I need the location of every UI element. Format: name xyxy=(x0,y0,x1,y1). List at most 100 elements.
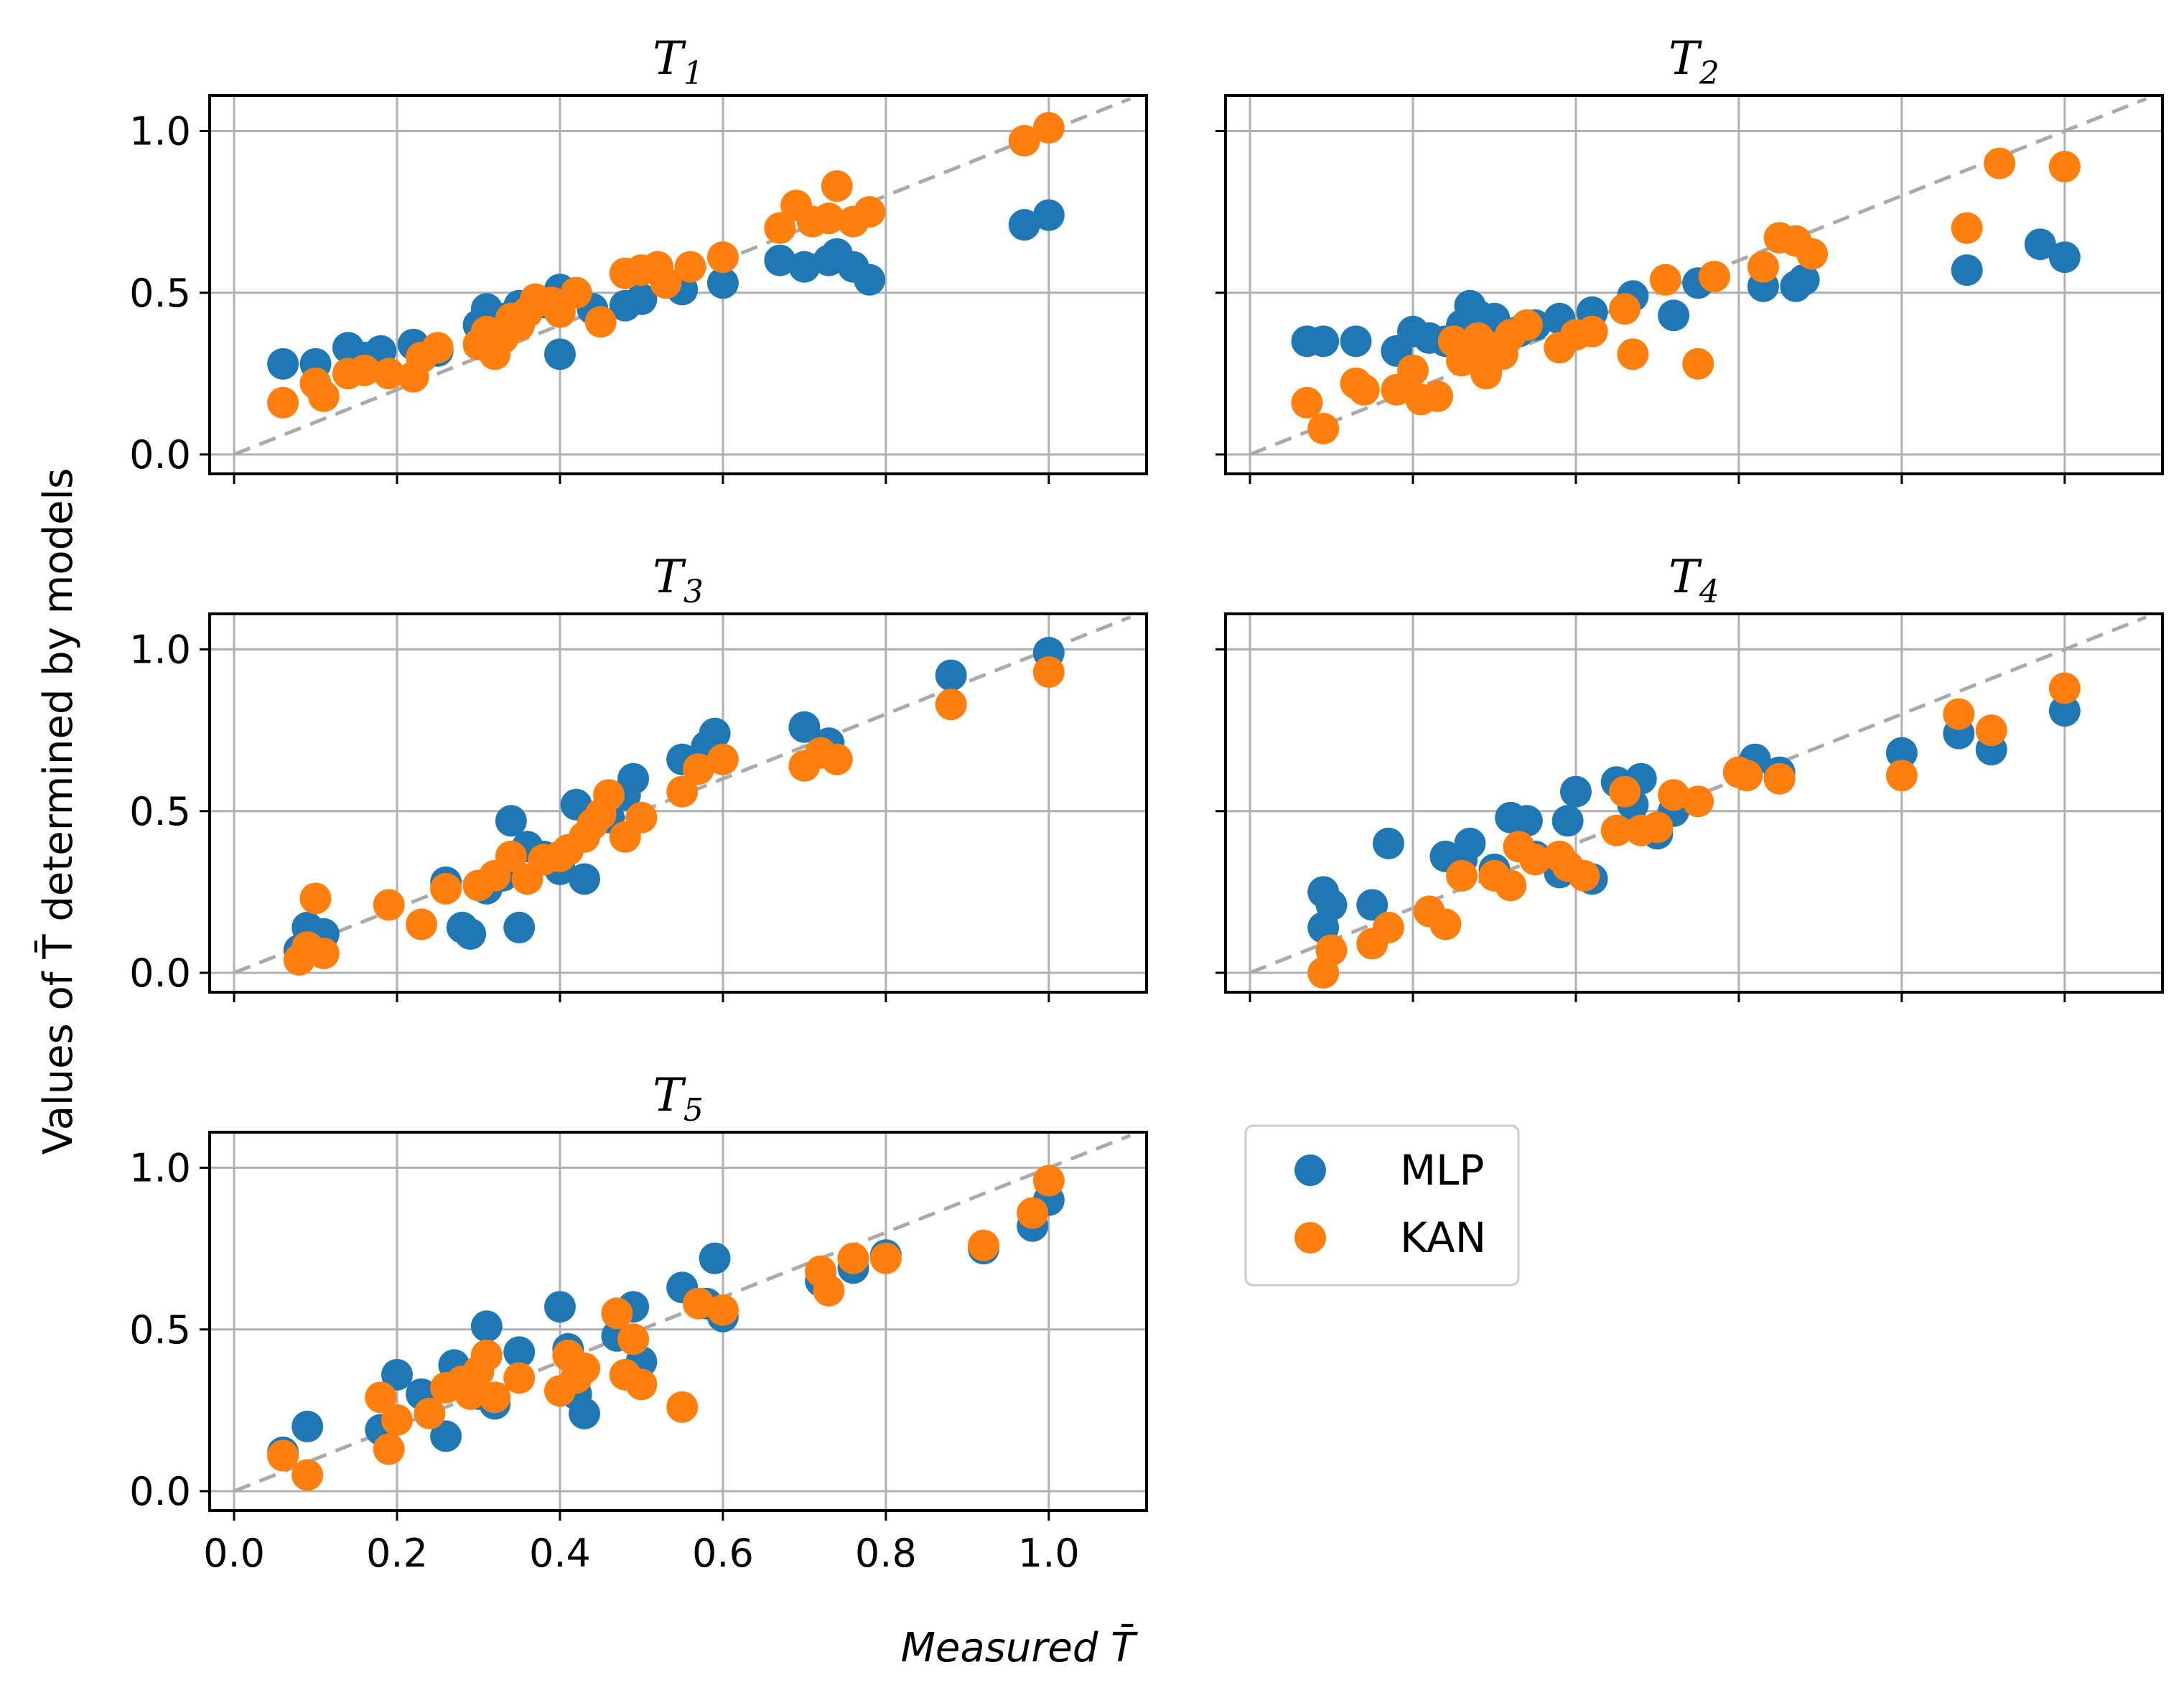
series-kan xyxy=(1307,672,2081,989)
legend-kan-marker xyxy=(1294,1222,1326,1254)
point-kan xyxy=(406,908,438,941)
y-tick-label: 1.0 xyxy=(129,627,191,673)
point-kan xyxy=(569,1352,600,1384)
point-mlp xyxy=(543,1291,576,1323)
point-mlp xyxy=(1788,263,1820,296)
series-kan xyxy=(267,1165,1065,1491)
point-kan xyxy=(503,1362,536,1394)
point-mlp xyxy=(454,918,487,950)
point-kan xyxy=(584,306,617,338)
point-kan xyxy=(1397,354,1429,386)
point-kan xyxy=(764,212,796,244)
point-kan xyxy=(666,775,699,808)
point-mlp xyxy=(1032,199,1065,231)
point-kan xyxy=(1951,212,1983,244)
point-kan xyxy=(1017,1197,1049,1229)
point-kan xyxy=(666,1391,699,1423)
point-kan xyxy=(1609,293,1641,325)
point-kan xyxy=(1609,775,1641,808)
plot-frame xyxy=(208,612,1148,994)
plot-frame xyxy=(1224,94,2164,475)
point-kan xyxy=(1975,714,2007,747)
point-kan xyxy=(1291,386,1323,419)
identity-reference-line xyxy=(233,1134,1131,1493)
point-kan xyxy=(1682,785,1714,818)
point-mlp xyxy=(267,347,299,380)
point-mlp xyxy=(495,805,527,837)
point-kan xyxy=(1984,147,2016,179)
point-kan xyxy=(1032,112,1065,144)
point-kan xyxy=(1698,261,1730,293)
point-kan xyxy=(854,196,886,228)
series-kan xyxy=(283,656,1065,976)
point-mlp xyxy=(569,863,600,895)
point-mlp xyxy=(1008,209,1040,241)
y-axis-label: Values of T̄ determined by models xyxy=(35,468,82,1154)
point-kan xyxy=(560,276,592,309)
panel-title: T5 xyxy=(653,1069,704,1129)
point-kan xyxy=(381,1404,413,1436)
point-mlp xyxy=(1559,775,1592,808)
y-tick-label: 0.0 xyxy=(129,1469,191,1514)
point-mlp xyxy=(291,1410,324,1442)
point-mlp xyxy=(569,1397,600,1429)
point-kan xyxy=(299,882,332,915)
point-mlp xyxy=(764,244,796,276)
panel-1: 0.0 0.5 1.0 T1 xyxy=(129,32,1148,484)
point-kan xyxy=(1307,412,1340,444)
point-mlp xyxy=(854,263,886,296)
x-tick-label: 0.6 xyxy=(692,1531,754,1576)
identity-reference-line xyxy=(233,615,1131,975)
point-mlp xyxy=(788,251,821,283)
point-mlp xyxy=(706,267,739,299)
plot-frame xyxy=(1224,612,2164,994)
point-kan xyxy=(968,1229,1000,1261)
point-kan xyxy=(1658,779,1690,811)
point-kan xyxy=(1641,811,1674,844)
series-kan xyxy=(1291,147,2081,444)
panel-title: T1 xyxy=(653,32,704,92)
legend: MLP KAN xyxy=(1244,1124,1520,1287)
point-kan xyxy=(1617,338,1649,370)
x-tick-label: 0.4 xyxy=(529,1531,591,1576)
point-kan xyxy=(348,354,381,386)
panel-title: T4 xyxy=(1669,551,1719,610)
point-mlp xyxy=(503,911,536,943)
point-kan xyxy=(1731,760,1763,792)
point-kan xyxy=(650,267,682,299)
point-mlp xyxy=(430,1420,462,1452)
point-kan xyxy=(2048,672,2081,704)
point-kan xyxy=(813,1274,845,1307)
point-kan xyxy=(2048,151,2081,183)
point-kan xyxy=(1796,238,1829,270)
panel-4: T4 xyxy=(1215,551,2164,1002)
point-kan xyxy=(821,743,853,775)
point-kan xyxy=(935,689,967,721)
point-kan xyxy=(682,753,714,785)
point-kan xyxy=(706,241,739,274)
point-kan xyxy=(601,1297,633,1330)
point-mlp xyxy=(2024,228,2056,261)
point-mlp xyxy=(625,283,658,315)
point-kan xyxy=(1885,760,1918,792)
point-kan xyxy=(1763,762,1796,795)
point-mlp xyxy=(617,762,650,795)
point-kan xyxy=(1032,1165,1065,1197)
point-mlp xyxy=(543,338,576,370)
point-mlp xyxy=(1340,325,1372,358)
point-kan xyxy=(495,840,527,872)
point-kan xyxy=(1576,315,1608,347)
point-mlp xyxy=(2048,241,2081,274)
point-kan xyxy=(267,386,299,419)
point-kan xyxy=(365,1381,397,1414)
legend-mlp-marker xyxy=(1294,1154,1326,1186)
point-mlp xyxy=(470,1310,503,1343)
point-kan xyxy=(1600,814,1633,846)
point-kan xyxy=(1495,869,1527,902)
point-kan xyxy=(470,1339,503,1371)
point-mlp xyxy=(1511,805,1543,837)
point-kan xyxy=(373,358,405,390)
point-kan xyxy=(307,380,340,412)
point-kan xyxy=(1348,373,1380,406)
